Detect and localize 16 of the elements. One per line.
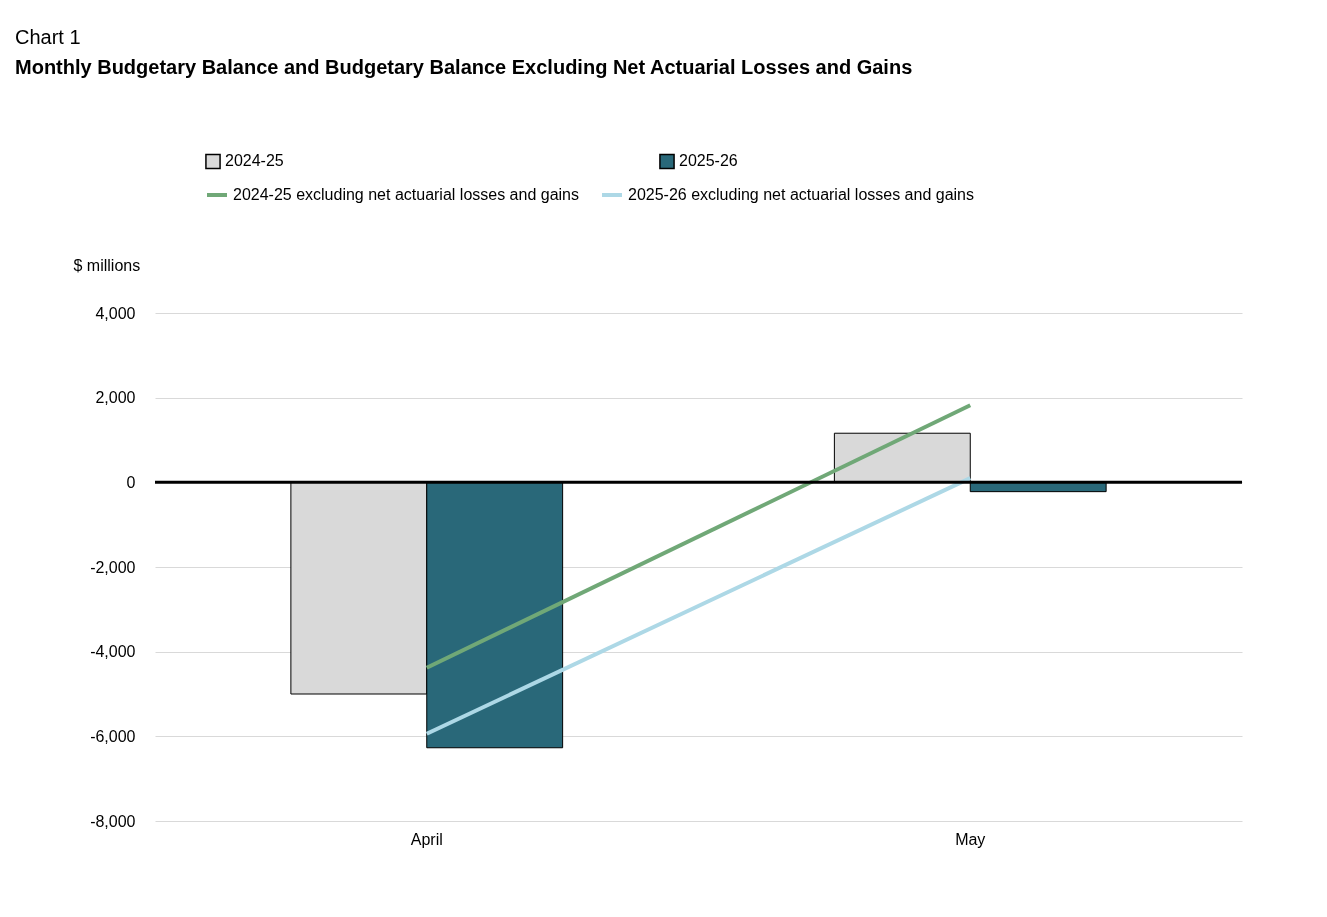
x-tick-label: April bbox=[410, 830, 443, 848]
legend-label: 2025-26 bbox=[679, 152, 738, 170]
y-tick-label: -8,000 bbox=[90, 812, 136, 830]
legend-label: 2025-26 excluding net actuarial losses and gains bbox=[628, 186, 975, 203]
y-tick-label: 2,000 bbox=[95, 389, 136, 407]
y-tick-label: -4,000 bbox=[90, 643, 136, 661]
y-tick-label: -6,000 bbox=[90, 727, 136, 745]
caption: Chart 1 bbox=[15, 26, 81, 48]
y-tick-label: 0 bbox=[126, 473, 136, 491]
y-tick-label: 4,000 bbox=[95, 304, 136, 322]
chart-title: Monthly Budgetary Balance and Budgetary Balance Excluding Net Actuarial Losses and Gains bbox=[15, 56, 913, 78]
legend-label: 2024-25 bbox=[225, 152, 284, 170]
legend-label: 2024-25 excluding net actuarial losses and gains bbox=[233, 186, 580, 203]
x-tick-label: May bbox=[955, 830, 986, 848]
y-tick-label: -2,000 bbox=[90, 558, 136, 576]
y-axis-title: $ millions bbox=[73, 256, 141, 274]
